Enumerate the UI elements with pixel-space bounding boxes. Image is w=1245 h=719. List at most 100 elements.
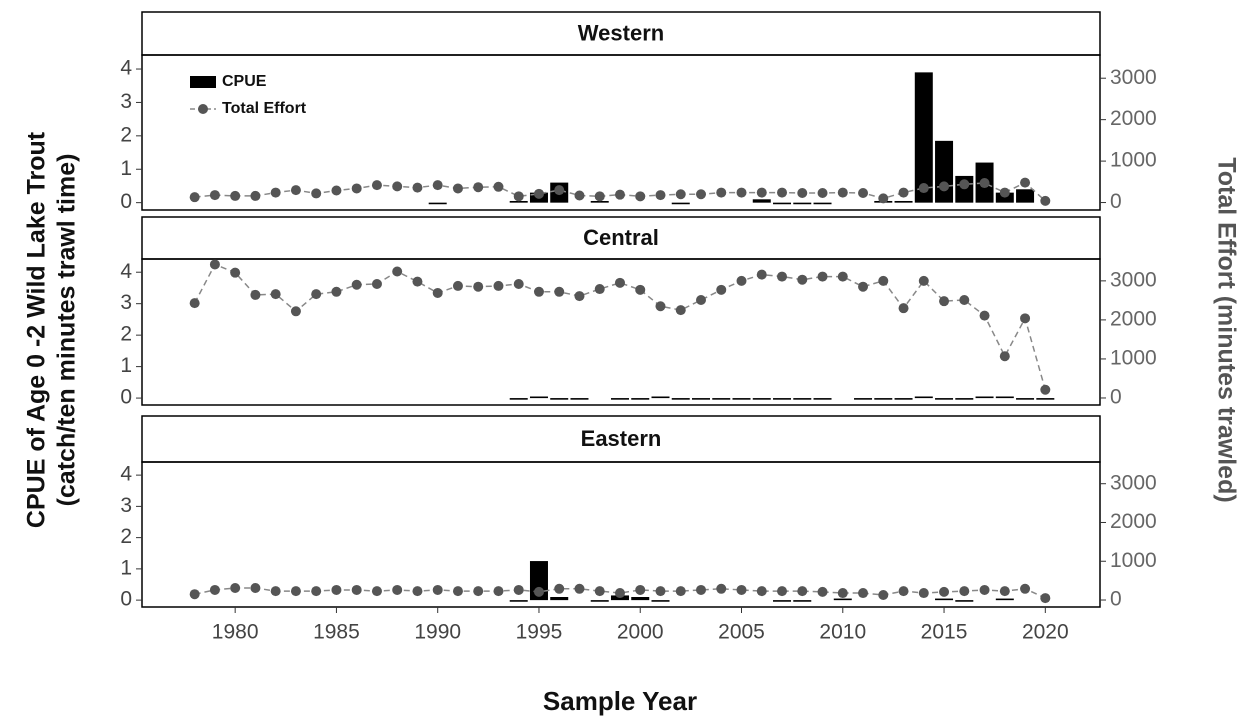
effort-point: [452, 586, 463, 597]
effort-point: [452, 183, 463, 194]
bar: [813, 202, 832, 205]
bar: [955, 398, 974, 400]
effort-point: [432, 584, 443, 595]
bar: [813, 398, 832, 400]
effort-point: [473, 182, 484, 193]
y-tick-label: 2: [120, 123, 132, 146]
effort-point: [939, 296, 950, 307]
effort-point: [412, 182, 423, 193]
effort-point: [675, 586, 686, 597]
effort-point: [858, 588, 869, 599]
bar: [752, 199, 771, 203]
effort-point: [858, 281, 869, 292]
legend-label: CPUE: [222, 73, 267, 90]
effort-point: [189, 589, 200, 600]
x-axis-title: Sample Year: [543, 686, 697, 716]
effort-point: [392, 266, 403, 277]
plot-frame: [141, 258, 1101, 406]
effort-point: [918, 183, 929, 194]
effort-point: [716, 583, 727, 594]
effort-point: [979, 584, 990, 595]
strip: [141, 415, 1101, 463]
effort-point: [797, 274, 808, 285]
effort-point: [189, 298, 200, 309]
effort-point: [554, 185, 565, 196]
effort-point: [696, 584, 707, 595]
bar: [671, 202, 690, 205]
effort-point: [493, 280, 504, 291]
effort-point: [1040, 384, 1051, 395]
effort-point: [696, 294, 707, 305]
bar: [793, 600, 812, 602]
bar: [854, 398, 873, 400]
y2-axis-title: Total Effort (minutes trawled): [1212, 157, 1240, 502]
effort-point: [351, 584, 362, 595]
effort-point: [777, 586, 788, 597]
bar: [692, 398, 711, 400]
effort-point: [371, 278, 382, 289]
effort-point: [533, 286, 544, 297]
bar: [610, 398, 629, 400]
bar: [935, 140, 954, 203]
effort-point: [655, 190, 666, 201]
y-tick-label: 1: [120, 354, 132, 377]
effort-point: [635, 584, 646, 595]
effort-point: [918, 588, 929, 599]
effort-point: [230, 190, 241, 201]
effort-point: [493, 181, 504, 192]
x-tick-label: 2015: [921, 621, 968, 644]
effort-point: [918, 275, 929, 286]
bar: [752, 398, 771, 400]
y-tick-label: 3: [120, 494, 132, 517]
bar: [935, 598, 954, 601]
effort-point: [939, 586, 950, 597]
y2-tick-label: 1000: [1110, 346, 1157, 369]
x-tick-label: 1990: [414, 621, 461, 644]
y-axis-title: (catch/ten minutes trawl time): [53, 154, 81, 507]
effort-point: [351, 183, 362, 194]
bar: [995, 396, 1014, 399]
effort-point: [999, 187, 1010, 198]
strip: [141, 11, 1101, 56]
effort-point: [797, 586, 808, 597]
effort-point: [696, 189, 707, 200]
x-tick-label: 1980: [212, 621, 259, 644]
effort-point: [635, 284, 646, 295]
y2-tick-label: 3000: [1110, 66, 1157, 89]
effort-point: [351, 279, 362, 290]
effort-point: [574, 190, 585, 201]
effort-point: [574, 583, 585, 594]
bar: [631, 597, 650, 601]
effort-point: [756, 187, 767, 198]
x-tick-label: 1985: [313, 621, 360, 644]
effort-point: [736, 584, 747, 595]
bar: [651, 600, 670, 602]
y-tick-label: 4: [120, 260, 132, 283]
effort-point: [1040, 593, 1051, 604]
effort-point: [513, 584, 524, 595]
effort-point: [412, 586, 423, 597]
panel-title: Eastern: [581, 426, 662, 451]
effort-point: [655, 586, 666, 597]
effort-point: [250, 190, 261, 201]
effort-point: [432, 180, 443, 191]
bar: [428, 202, 447, 205]
bar: [1016, 189, 1035, 203]
effort-point: [250, 583, 261, 594]
y-tick-label: 0: [120, 190, 132, 213]
y-tick-label: 3: [120, 291, 132, 314]
bar: [773, 600, 792, 602]
legend-point: [198, 104, 208, 114]
effort-point: [716, 284, 727, 295]
effort-point: [513, 191, 524, 202]
x-tick-label: 2005: [718, 621, 765, 644]
effort-point: [756, 269, 767, 280]
y-tick-label: 3: [120, 90, 132, 113]
effort-point: [290, 586, 301, 597]
effort-point: [452, 280, 463, 291]
bar: [793, 398, 812, 400]
y2-tick-label: 0: [1110, 588, 1122, 611]
y-tick-label: 4: [120, 463, 132, 486]
effort-point: [817, 271, 828, 282]
